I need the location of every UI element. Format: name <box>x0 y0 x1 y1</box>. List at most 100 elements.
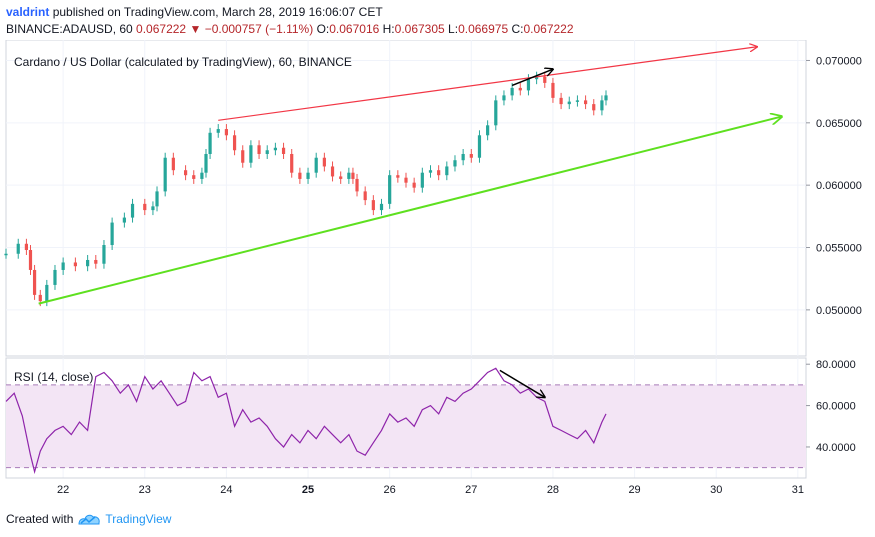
main-pane-frame <box>5 40 807 357</box>
candle-body <box>330 166 335 177</box>
candle-body <box>543 76 547 83</box>
main-chart-title: Cardano / US Dollar (calculated by Tradi… <box>14 55 352 69</box>
candle-body <box>600 100 604 111</box>
last-price: 0.067222 <box>136 22 187 36</box>
candle-body <box>249 145 253 163</box>
candle-body <box>363 191 367 201</box>
candle-body <box>208 132 212 154</box>
price-annotation-arrow <box>511 69 553 87</box>
candle-body <box>379 203 384 211</box>
candle-body <box>396 175 400 178</box>
candle-body <box>192 175 196 179</box>
candle-body <box>155 191 159 207</box>
candle-body <box>163 157 167 192</box>
candle-body <box>445 166 449 176</box>
candle-body <box>61 262 65 270</box>
candle-body <box>453 160 457 167</box>
candle-body <box>428 170 433 173</box>
candle-body <box>469 153 473 158</box>
rsi-line <box>5 367 607 475</box>
tradingview-brand[interactable]: TradingView <box>105 512 172 526</box>
candle-body <box>502 95 506 101</box>
candle-body <box>559 97 563 105</box>
rsi-series <box>5 367 607 475</box>
high-value: 0.067305 <box>394 22 445 36</box>
close-value: 0.067222 <box>523 22 574 36</box>
candle-body <box>339 176 343 179</box>
candle-body <box>298 172 302 179</box>
x-tick-label: 27 <box>465 484 477 496</box>
candle-series <box>4 71 608 307</box>
y-tick-label: 0.070000 <box>816 55 862 67</box>
y-tick-label: 0.065000 <box>816 118 862 130</box>
close-label: C: <box>511 22 524 36</box>
y-tick-label: 0.055000 <box>816 243 862 255</box>
rsi-band <box>6 384 806 469</box>
candle-body <box>518 87 522 91</box>
candle-body <box>53 269 57 285</box>
candle-body <box>355 178 359 192</box>
x-tick-label: 26 <box>384 484 396 496</box>
candle-body <box>224 129 229 136</box>
author-name[interactable]: valdrint <box>6 5 50 19</box>
candle-body <box>102 245 106 264</box>
red-resistance-line <box>218 47 757 121</box>
axes: 22 23 24 25 26 27 28 29 30 31 0.070000 0.065000 0.06… <box>6 55 862 496</box>
candle-body <box>130 203 135 218</box>
rsi-band-fill <box>6 384 806 468</box>
green-support-line <box>38 117 782 305</box>
publish-info: published on TradingView.com, March 28, … <box>52 5 383 19</box>
candle-body <box>583 100 588 105</box>
candle-body <box>24 243 29 251</box>
candle-body <box>388 175 392 204</box>
candle-body <box>510 87 514 96</box>
candle-body <box>412 182 416 188</box>
candle-body <box>143 203 147 211</box>
candle-body <box>306 172 310 179</box>
rsi-y-tick-label: 80.0000 <box>816 359 856 371</box>
candle-body <box>110 222 114 246</box>
candle-body <box>347 172 351 179</box>
candle-body <box>28 250 33 270</box>
tradingview-logo-icon <box>78 514 101 525</box>
candle-body <box>204 153 208 173</box>
candle-body <box>32 269 37 295</box>
candle-body <box>535 76 539 80</box>
open-label: O: <box>316 22 330 36</box>
symbol-label: BINANCE:ADAUSD, 60 <box>6 22 133 36</box>
candle-body <box>16 243 20 254</box>
candle-body <box>567 101 571 105</box>
x-tick-label: 29 <box>628 484 640 496</box>
candle-body <box>314 157 318 173</box>
x-tick-label: 24 <box>220 484 232 496</box>
x-tick-label: 28 <box>547 484 559 496</box>
trendlines <box>38 47 782 305</box>
rsi-y-tick-label: 60.0000 <box>816 401 856 413</box>
candle-body <box>404 177 408 183</box>
candle-body <box>551 82 555 98</box>
high-label: H: <box>382 22 395 36</box>
trading-chart[interactable]: 22 23 24 25 26 27 28 29 30 31 0.070000 0.065000 0.06… <box>0 40 875 508</box>
candle-body <box>604 95 608 101</box>
candle-body <box>290 153 294 173</box>
rsi-annotation-arrow <box>499 369 545 397</box>
candle-body <box>151 206 155 211</box>
candle-body <box>437 170 441 176</box>
candle-body <box>257 145 261 154</box>
y-tick-label: 0.060000 <box>816 180 862 192</box>
candle-body <box>94 259 98 264</box>
candle-body <box>86 259 90 267</box>
x-tick-label: 23 <box>139 484 151 496</box>
candle-body <box>73 262 77 267</box>
change-down-icon: ▼ <box>189 22 202 36</box>
candle-body <box>241 150 245 163</box>
x-tick-label: 22 <box>57 484 69 496</box>
candle-body <box>371 200 375 211</box>
x-tick-label: 25 <box>302 484 314 496</box>
created-with-label: Created with <box>6 512 74 526</box>
candle-body <box>526 79 531 91</box>
candle-body <box>494 100 498 126</box>
candle-body <box>281 147 286 154</box>
candle-body <box>38 294 42 302</box>
candle-body <box>592 104 596 111</box>
